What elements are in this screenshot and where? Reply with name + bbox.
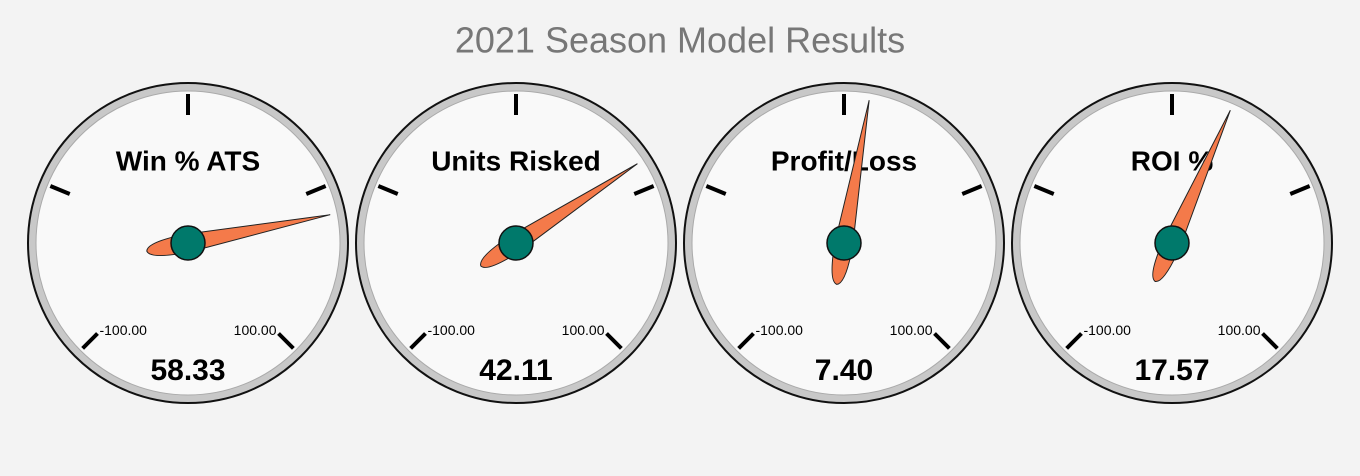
tick-mark (409, 332, 427, 350)
tick-mark (633, 184, 655, 196)
gauge: -100.00 100.00 Win % ATS 58.33 (27, 82, 349, 404)
tick-mark (277, 332, 295, 350)
gauge-value-label: 17.57 (1134, 354, 1209, 387)
tick-label: 100.00 (1218, 322, 1261, 338)
tick-label: -100.00 (1083, 322, 1131, 338)
chart-title: 2021 Season Model Results (455, 20, 905, 61)
gauge-value-label: 42.11 (479, 354, 552, 387)
tick-mark (737, 332, 755, 350)
gauge-name: Units Risked (431, 145, 601, 176)
gauge-value-label: 58.33 (150, 354, 225, 387)
tick-mark (961, 184, 983, 196)
gauge-name: Profit/Loss (771, 145, 917, 176)
tick-label: -100.00 (755, 322, 803, 338)
tick-label: -100.00 (99, 322, 147, 338)
gauge: -100.00 100.00 Units Risked 42.11 (355, 82, 677, 404)
needle-hub (170, 225, 206, 261)
tick-label: -100.00 (427, 322, 475, 338)
tick-mark (1261, 332, 1279, 350)
tick-label: 100.00 (562, 322, 605, 338)
tick-mark (605, 332, 623, 350)
tick-mark (1289, 184, 1311, 196)
gauge-name: Win % ATS (116, 145, 260, 176)
tick-mark (933, 332, 951, 350)
tick-mark (705, 184, 727, 196)
tick-mark (81, 332, 99, 350)
needle-hub (826, 225, 862, 261)
tick-label: 100.00 (234, 322, 277, 338)
gauge: -100.00 100.00 Profit/Loss 7.40 (683, 82, 1005, 404)
gauge-value-label: 7.40 (815, 354, 873, 387)
needle-hub (1154, 225, 1190, 261)
tick-mark (305, 184, 327, 196)
needle-hub (498, 225, 534, 261)
tick-mark (1033, 184, 1055, 196)
tick-mark (1065, 332, 1083, 350)
tick-label: 100.00 (890, 322, 933, 338)
tick-mark (377, 184, 399, 196)
tick-mark (49, 184, 71, 196)
